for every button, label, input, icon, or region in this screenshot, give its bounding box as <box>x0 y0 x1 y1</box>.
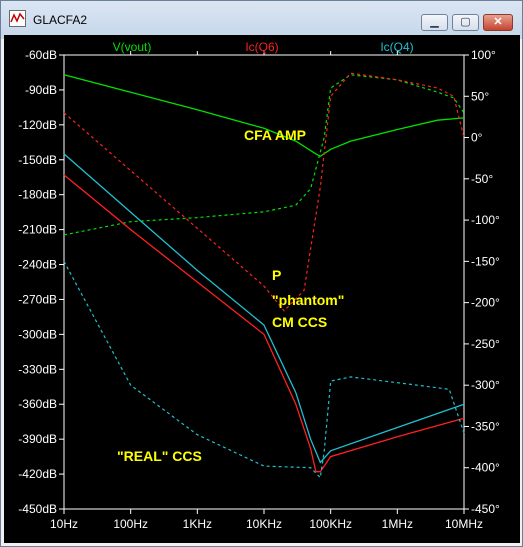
y2-tick-label: -250° <box>471 337 500 351</box>
y2-tick-label: -300° <box>471 378 500 392</box>
y2-tick-label: 50° <box>471 89 489 103</box>
annotation-cm-ccs: CM CCS <box>272 314 327 330</box>
y2-tick-label: -200° <box>471 296 500 310</box>
window-title: GLACFA2 <box>33 13 88 27</box>
y-tick-label: -330dB <box>18 362 57 376</box>
annotation-cfa-amp: CFA AMP <box>244 127 306 143</box>
annotations: CFA AMP P "phantom" CM CCS "REAL" CCS <box>117 127 344 464</box>
y-tick-label: -270dB <box>18 292 57 306</box>
y-tick-label: -300dB <box>18 327 57 341</box>
maximize-icon: ▢ <box>460 16 471 28</box>
close-icon: ✕ <box>493 16 503 28</box>
annotation-real-ccs: "REAL" CCS <box>117 448 202 464</box>
x-tick-label: 100Hz <box>113 517 148 531</box>
x-tick-label: 1MHz <box>382 517 413 531</box>
y2-tick-label: -350° <box>471 419 500 433</box>
y-tick-label: -420dB <box>18 467 57 481</box>
trace-phase-2 <box>63 261 465 479</box>
plot-frame <box>63 54 465 510</box>
trace-magnitude-1 <box>63 174 465 473</box>
close-button[interactable]: ✕ <box>483 14 513 31</box>
x-tick-label: 100KHz <box>309 517 352 531</box>
y-tick-label: -240dB <box>18 258 57 272</box>
y2-tick-label: -100° <box>471 213 500 227</box>
minimize-button[interactable]: ▁ <box>421 14 448 31</box>
plot-border <box>63 54 465 510</box>
y-tick-label: -150dB <box>18 153 57 167</box>
y2-tick-label: -400° <box>471 461 500 475</box>
trace-magnitude-0 <box>63 74 465 158</box>
y-tick-label: -60dB <box>25 48 57 62</box>
y2-axis-ticks: 100° 50° 0° -50° -100° -150° -200° -250° -300° -3… <box>464 48 500 516</box>
y2-tick-label: -50° <box>471 172 493 186</box>
x-tick-label: 10MHz <box>445 517 483 531</box>
trace-label-ic-q4[interactable]: Ic(Q4) <box>380 40 413 54</box>
trace-phase-1 <box>63 72 465 312</box>
y-axis-ticks: -60dB -90dB -120dB -150dB -180dB -210dB -240dB… <box>18 48 64 516</box>
trace-legend: V(vout) Ic(Q6) Ic(Q4) <box>113 40 414 54</box>
title-bar[interactable]: GLACFA2 ▁ ▢ ✕ <box>1 1 522 39</box>
y-tick-label: -450dB <box>18 502 57 516</box>
y-tick-label: -120dB <box>18 118 57 132</box>
trace-phase-0 <box>63 74 465 236</box>
x-tick-label: 10KHz <box>246 517 282 531</box>
x-tick-label: 1KHz <box>183 517 212 531</box>
y-tick-label: -180dB <box>18 188 57 202</box>
y2-tick-label: -150° <box>471 254 500 268</box>
y-tick-label: -90dB <box>25 83 57 97</box>
waveform-window-icon <box>9 10 26 27</box>
waveform-glyph-icon <box>10 12 25 23</box>
x-axis-ticks: 10Hz 100Hz 1KHz 10KHz 100KHz 1MHz 10MHz <box>50 51 483 531</box>
annotation-p: P <box>272 267 281 283</box>
y-tick-label: -360dB <box>18 397 57 411</box>
traces <box>63 72 465 479</box>
y-tick-label: -390dB <box>18 432 57 446</box>
plot-pane[interactable]: 10Hz 100Hz 1KHz 10KHz 100KHz 1MHz 10MHz -60dB -… <box>4 35 520 543</box>
annotation-phantom: "phantom" <box>272 292 344 308</box>
y2-tick-label: 100° <box>471 48 496 62</box>
y2-tick-label: 0° <box>471 131 483 145</box>
trace-label-vout[interactable]: V(vout) <box>113 40 152 54</box>
bode-plot: 10Hz 100Hz 1KHz 10KHz 100KHz 1MHz 10MHz -60dB-… <box>18 40 500 531</box>
x-tick-label: 10Hz <box>50 517 78 531</box>
maximize-button[interactable]: ▢ <box>452 14 479 31</box>
y-tick-label: -210dB <box>18 223 57 237</box>
trace-magnitude-2 <box>63 153 465 464</box>
minimize-icon: ▁ <box>430 16 439 28</box>
y2-tick-label: -450° <box>471 502 500 516</box>
trace-label-ic-q6[interactable]: Ic(Q6) <box>245 40 278 54</box>
